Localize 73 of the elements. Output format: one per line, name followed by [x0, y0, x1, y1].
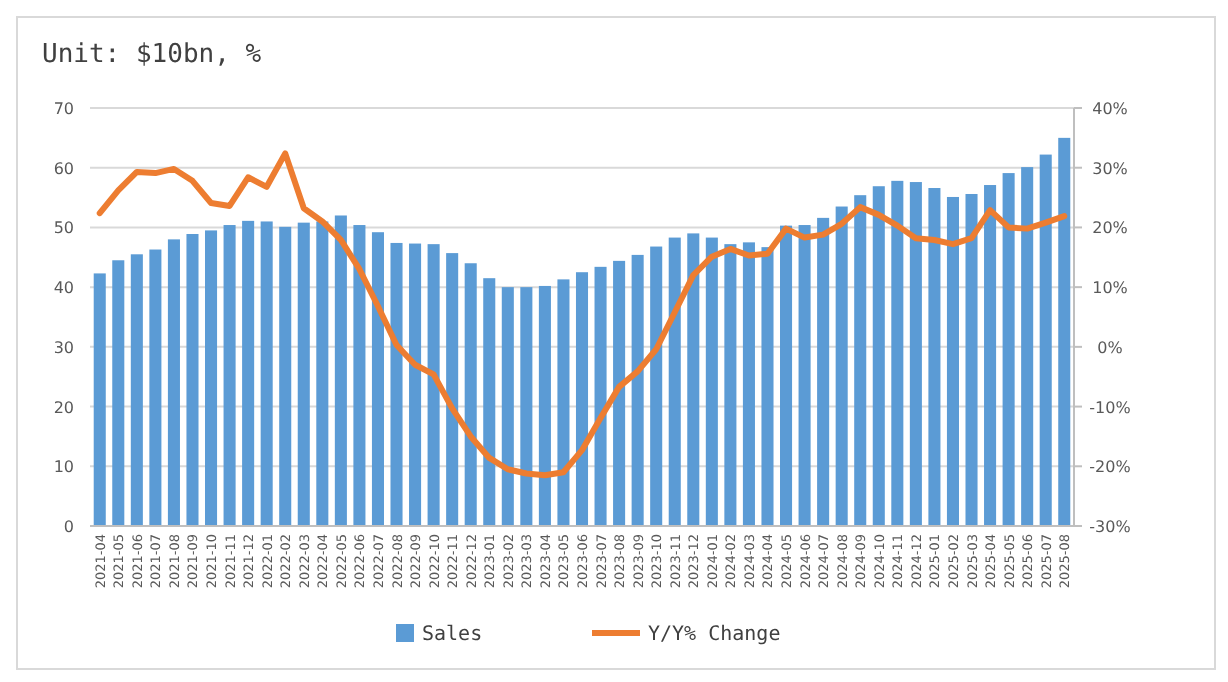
bar	[409, 243, 422, 526]
bar	[891, 180, 904, 526]
bar	[297, 222, 310, 526]
y-tick-label: 30	[53, 338, 74, 357]
bar	[130, 254, 143, 526]
bar	[965, 193, 978, 526]
line-series	[96, 150, 1068, 479]
bar	[557, 279, 570, 526]
bar	[464, 263, 477, 526]
bar	[1021, 167, 1034, 526]
y2-tick-label: 40%	[1092, 100, 1129, 118]
bar	[279, 226, 292, 526]
bar	[149, 249, 162, 526]
bar	[93, 273, 106, 526]
bar	[798, 225, 811, 526]
bar	[594, 266, 607, 526]
y2-tick-label: -30%	[1089, 518, 1132, 536]
bar	[260, 221, 273, 526]
bar	[687, 233, 700, 526]
bar	[223, 225, 236, 526]
bar	[835, 206, 848, 526]
bar	[242, 220, 255, 526]
bar	[724, 244, 737, 526]
y-tick-label: 50	[53, 219, 74, 238]
bar	[427, 244, 440, 526]
bar	[761, 247, 774, 526]
bar	[353, 225, 366, 526]
bar	[613, 260, 626, 526]
bar	[780, 225, 793, 526]
y-tick-label: 10	[53, 458, 74, 477]
bar	[984, 185, 997, 526]
bar	[742, 242, 755, 526]
bar	[650, 246, 663, 526]
y2-tick-label: -10%	[1089, 398, 1132, 417]
bar	[205, 230, 218, 526]
bar	[872, 186, 885, 526]
y2-tick-label: -20%	[1089, 458, 1132, 477]
y2-tick-label: 0%	[1097, 338, 1124, 357]
chart-title: Unit: $10bn, %	[42, 40, 262, 70]
bar	[501, 287, 514, 526]
bar	[167, 239, 180, 526]
bar	[390, 242, 403, 526]
legend-label: Sales	[422, 624, 483, 646]
bar	[316, 221, 329, 526]
bar	[371, 232, 384, 526]
y-tick-label: 20	[53, 398, 74, 417]
y2-tick-label: 20%	[1092, 219, 1129, 238]
bar	[520, 287, 533, 526]
bar	[483, 278, 496, 526]
y-tick-label: 0	[63, 518, 74, 536]
bar	[334, 215, 347, 526]
bar	[668, 237, 681, 526]
y-tick-label: 70	[53, 100, 74, 118]
bar	[575, 272, 589, 526]
bar	[817, 217, 830, 526]
bar	[909, 182, 922, 526]
bar	[1039, 154, 1052, 526]
bar	[538, 285, 551, 526]
bar	[1002, 173, 1015, 526]
y-tick-label: 60	[53, 159, 74, 178]
y2-tick-label: 10%	[1092, 279, 1129, 298]
bar	[186, 234, 199, 526]
y-tick-label: 40	[53, 279, 74, 298]
legend-label: Y/Y% Change	[648, 624, 781, 646]
bar	[946, 196, 959, 526]
bar	[705, 237, 718, 526]
y2-tick-label: 30%	[1092, 159, 1129, 178]
bar	[1058, 137, 1071, 526]
bar	[854, 195, 867, 526]
bar	[446, 253, 459, 526]
bar	[112, 260, 125, 526]
bar	[928, 188, 941, 526]
bar	[631, 254, 644, 526]
